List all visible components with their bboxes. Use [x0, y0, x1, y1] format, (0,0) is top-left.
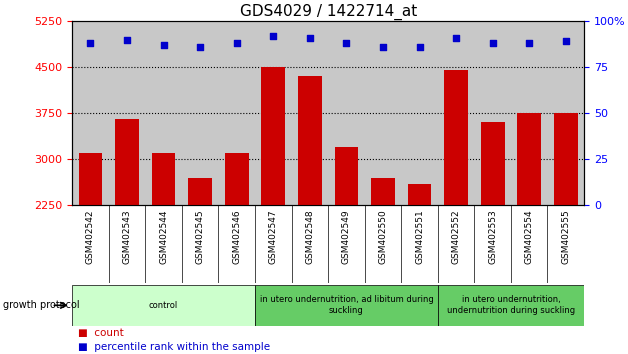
Text: GSM402555: GSM402555 [561, 209, 570, 264]
Text: GSM402548: GSM402548 [305, 209, 315, 264]
Point [159, 42, 169, 48]
Text: GSM402553: GSM402553 [488, 209, 497, 264]
Bar [554, 113, 578, 205]
Bar [255, 285, 438, 326]
Point [414, 44, 425, 50]
Text: GSM402543: GSM402543 [122, 209, 131, 264]
Text: growth protocol: growth protocol [3, 300, 80, 310]
Bar [371, 178, 395, 205]
Bar [481, 122, 504, 205]
Point [122, 37, 132, 42]
Text: ■  count: ■ count [78, 328, 124, 338]
Point [342, 40, 352, 46]
Text: GSM402546: GSM402546 [232, 209, 241, 264]
Text: in utero undernutrition, ad libitum during
suckling: in utero undernutrition, ad libitum duri… [259, 295, 433, 315]
Text: ■  percentile rank within the sample: ■ percentile rank within the sample [78, 342, 271, 352]
Text: in utero undernutrition,
undernutrition during suckling: in utero undernutrition, undernutrition … [447, 295, 575, 315]
Text: GSM402544: GSM402544 [159, 209, 168, 264]
Text: GSM402552: GSM402552 [452, 209, 460, 264]
Bar [517, 113, 541, 205]
Point [561, 39, 571, 44]
Bar [444, 70, 468, 205]
Bar [438, 285, 584, 326]
Point [378, 44, 388, 50]
Bar [115, 119, 139, 205]
Point [268, 33, 278, 39]
Bar [408, 184, 431, 205]
Bar [72, 285, 255, 326]
Point [305, 35, 315, 41]
Text: control: control [149, 301, 178, 310]
Title: GDS4029 / 1422714_at: GDS4029 / 1422714_at [239, 4, 417, 20]
Point [524, 40, 534, 46]
Bar [298, 76, 322, 205]
Point [232, 40, 242, 46]
Bar [78, 153, 102, 205]
Point [85, 40, 95, 46]
Text: GSM402545: GSM402545 [196, 209, 205, 264]
Point [487, 40, 497, 46]
Bar [261, 67, 285, 205]
Text: GSM402549: GSM402549 [342, 209, 351, 264]
Bar [188, 178, 212, 205]
Text: GSM402551: GSM402551 [415, 209, 424, 264]
Text: GSM402542: GSM402542 [86, 209, 95, 264]
Text: GSM402550: GSM402550 [379, 209, 387, 264]
Bar [152, 153, 175, 205]
Point [195, 44, 205, 50]
Bar [225, 153, 249, 205]
Bar [335, 147, 359, 205]
Text: GSM402554: GSM402554 [525, 209, 534, 264]
Text: GSM402547: GSM402547 [269, 209, 278, 264]
Point [451, 35, 461, 41]
